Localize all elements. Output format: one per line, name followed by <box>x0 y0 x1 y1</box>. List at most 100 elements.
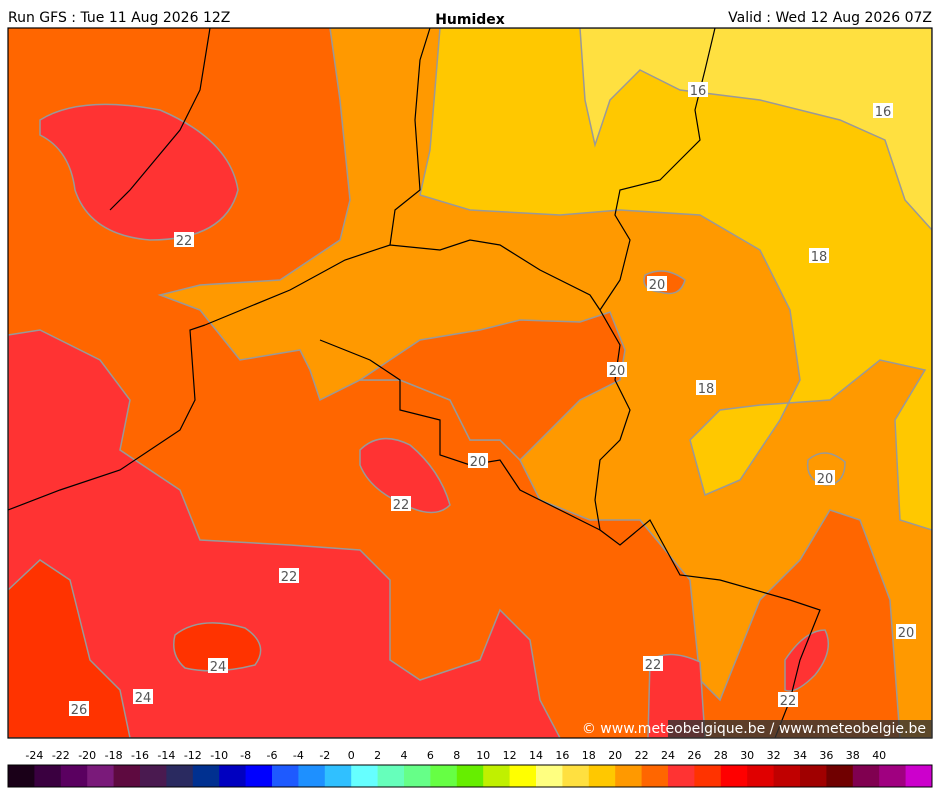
contour-label-box <box>208 658 228 673</box>
colorbar-swatch <box>588 765 616 787</box>
contour-label: 20 <box>898 626 915 641</box>
colorbar-tick-label: 22 <box>635 749 649 762</box>
colorbar-tick-label: -22 <box>52 749 70 762</box>
contour-label-box <box>607 362 627 377</box>
colorbar-tick-label: 20 <box>608 749 622 762</box>
colorbar-swatch <box>324 765 352 787</box>
colorbar-swatch <box>800 765 827 787</box>
run-label: Run GFS : Tue 11 Aug 2026 12Z <box>8 10 230 26</box>
colorbar-swatch <box>377 765 405 787</box>
colorbar-swatch <box>404 765 431 787</box>
colorbar-swatch <box>298 765 326 787</box>
colorbar-tick-label: 38 <box>846 749 860 762</box>
field-14-16 <box>579 28 932 232</box>
field-24-26 <box>8 559 131 738</box>
colorbar-tick-label: -18 <box>105 749 123 762</box>
field-22-24 <box>39 103 239 241</box>
contour-label-box <box>815 470 835 485</box>
colorbar-swatch <box>562 765 590 787</box>
colorbar-tick-label: 30 <box>740 749 754 762</box>
colorbar-tick-label: -12 <box>184 749 202 762</box>
contour-label-box <box>647 276 667 291</box>
contour-label: 22 <box>393 498 410 513</box>
field-20-22 <box>357 311 626 462</box>
contour-label: 22 <box>645 658 662 673</box>
field-22-24 <box>8 329 561 738</box>
colorbar-tick-label: 2 <box>374 749 381 762</box>
colorbar-swatch <box>219 765 247 787</box>
field-22-24 <box>359 437 451 514</box>
colorbar-tick-label: -4 <box>293 749 304 762</box>
contour-label-box <box>873 103 893 118</box>
colorbar-swatch <box>747 765 775 787</box>
field-24-26 <box>173 622 262 672</box>
coastline <box>8 28 716 511</box>
contour-label: 18 <box>811 250 828 265</box>
contour-label: 24 <box>210 660 227 675</box>
contour-label: 22 <box>281 570 298 585</box>
contour-label: 20 <box>470 455 487 470</box>
contour-label: 26 <box>71 703 88 718</box>
colorbar-tick-label: 10 <box>476 749 490 762</box>
contour-label-box <box>809 248 829 263</box>
colorbar-tick-label: 32 <box>767 749 781 762</box>
border <box>204 239 821 738</box>
colorbar-tick-label: -8 <box>240 749 251 762</box>
colorbar-swatch <box>8 765 35 787</box>
credit: © www.meteobelgique.be / www.meteobelgie… <box>582 721 926 737</box>
colorbar-swatch <box>87 765 115 787</box>
colorbar-tick-label: -16 <box>131 749 149 762</box>
colorbar-tick-label: 16 <box>555 749 569 762</box>
colorbar-swatch <box>668 765 695 787</box>
colorbar-swatch <box>641 765 669 787</box>
colorbar-swatch <box>272 765 299 787</box>
contour-label-box <box>696 380 716 395</box>
colorbar-tick-label: 24 <box>661 749 675 762</box>
colorbar-tick-label: 14 <box>529 749 543 762</box>
colorbar-tick-label: -2 <box>319 749 330 762</box>
contour-label: 20 <box>649 278 666 293</box>
colorbar-tick-label: 34 <box>793 749 807 762</box>
contour-label-box <box>896 624 916 639</box>
colorbar-tick-label: 40 <box>872 749 886 762</box>
colorbar-swatch <box>140 765 167 787</box>
map-frame <box>7 27 933 739</box>
colorbar-swatch <box>166 765 194 787</box>
colorbar-frame <box>7 764 933 788</box>
contour-label-box <box>69 701 89 716</box>
contour-label-box <box>133 689 153 704</box>
colorbar-tick-label: 0 <box>348 749 355 762</box>
colorbar-swatch <box>826 765 854 787</box>
colorbar-tick-label: 6 <box>427 749 434 762</box>
contour-label-box <box>643 656 663 671</box>
colorbar-swatch <box>430 765 458 787</box>
colorbar-tick-label: 26 <box>687 749 701 762</box>
colorbar-swatch <box>34 765 62 787</box>
border <box>319 339 601 531</box>
contour-label: 20 <box>609 364 626 379</box>
colorbar-tick-label: 12 <box>503 749 517 762</box>
contour-label: 18 <box>698 382 715 397</box>
colorbar-tick-label: -10 <box>210 749 228 762</box>
contour-label-box <box>688 82 708 97</box>
colorbar-swatch <box>536 765 563 787</box>
contour-label: 24 <box>135 691 152 706</box>
colorbar-tick-label: 28 <box>714 749 728 762</box>
colorbar-tick-label: -6 <box>267 749 278 762</box>
colorbar-tick-label: 8 <box>453 749 460 762</box>
colorbar-tick-label: 4 <box>401 749 408 762</box>
contour-label: 22 <box>176 234 193 249</box>
colorbar-swatch <box>852 765 880 787</box>
contour-label: 16 <box>690 84 707 99</box>
colorbar-swatch <box>773 765 801 787</box>
colorbar-tick-label: 36 <box>819 749 833 762</box>
colorbar-swatch <box>245 765 273 787</box>
colorbar-tick-label: -20 <box>78 749 96 762</box>
contour-label-box <box>778 692 798 707</box>
valid-label: Valid : Wed 12 Aug 2026 07Z <box>728 10 932 26</box>
colorbar-swatch <box>60 765 88 787</box>
contour-label-box <box>279 568 299 583</box>
colorbar-swatch <box>905 765 933 787</box>
colorbar-swatch <box>509 765 537 787</box>
